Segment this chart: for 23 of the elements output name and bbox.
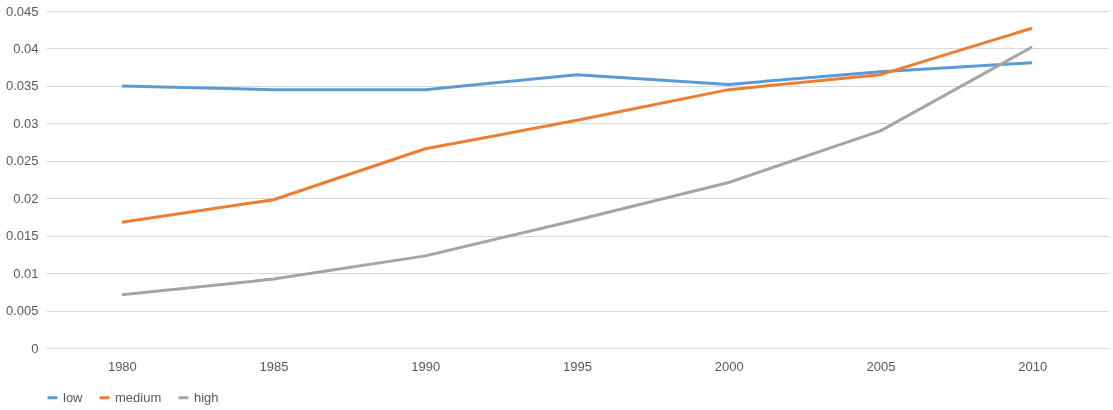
y-tick-label: 0.045 xyxy=(5,3,39,19)
x-tick-label: 1995 xyxy=(563,358,592,374)
y-tick-label: 0 xyxy=(31,340,39,356)
y-tick-label: 0.04 xyxy=(13,40,39,56)
x-tick-label: 1990 xyxy=(411,358,441,374)
x-tick-label: 1985 xyxy=(259,358,289,374)
legend-label: low xyxy=(63,389,84,405)
x-tick-label: 2010 xyxy=(1018,358,1048,374)
x-tick-label: 2005 xyxy=(866,358,896,374)
legend-label: medium xyxy=(115,389,162,405)
legend-label: high xyxy=(194,389,219,405)
y-tick-label: 0.035 xyxy=(5,78,39,94)
line-series xyxy=(120,26,1034,224)
y-tick-label: 0.01 xyxy=(13,265,39,281)
y-tick-label: 0.03 xyxy=(13,115,39,131)
y-tick-label: 0.015 xyxy=(5,228,39,244)
x-tick-label: 1980 xyxy=(107,358,137,374)
y-tick-label: 0.025 xyxy=(5,153,39,169)
line-series xyxy=(120,61,1034,92)
y-tick-label: 0.02 xyxy=(13,190,39,206)
y-tick-label: 0.005 xyxy=(5,303,39,319)
x-tick-label: 2000 xyxy=(714,358,744,374)
line-series xyxy=(120,45,1034,297)
